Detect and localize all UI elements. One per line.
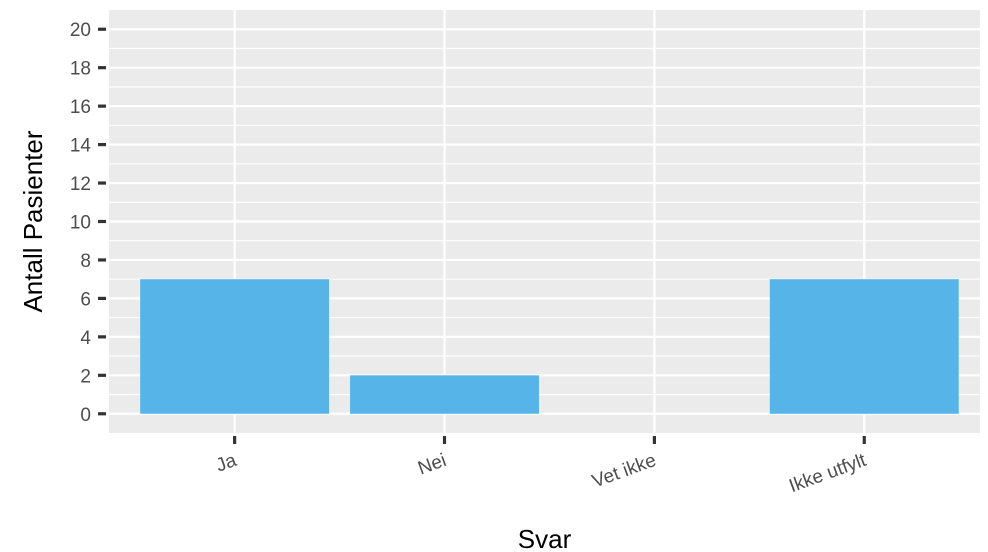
y-tick-label: 20: [70, 20, 91, 41]
x-tick-label: Ja: [213, 450, 239, 477]
bar-ikke-utfylt: [769, 279, 959, 414]
bar-nei: [350, 375, 539, 414]
y-tick-label: 18: [70, 59, 91, 80]
y-tick-label: 2: [80, 366, 91, 387]
bars: [140, 279, 959, 414]
y-tick-label: 4: [80, 328, 91, 349]
x-axis: Ja Nei Vet ikke Ikke utfylt: [213, 436, 870, 497]
x-axis-title: Svar: [518, 524, 572, 552]
y-tick-label: 0: [80, 405, 91, 426]
y-axis: 0 2 4 6 8 10 12 14 16 18 20: [70, 20, 106, 426]
y-tick-label: 10: [70, 213, 91, 234]
x-tick-label: Ikke utfylt: [786, 450, 869, 497]
y-tick-label: 14: [70, 136, 92, 157]
x-tick-label: Vet ikke: [589, 450, 659, 492]
x-tick-label: Nei: [415, 450, 449, 479]
y-tick-label: 6: [80, 289, 91, 310]
y-tick-label: 16: [70, 97, 91, 118]
y-tick-label: 12: [70, 174, 91, 195]
y-axis-title: Antall Pasienter: [18, 130, 48, 312]
y-tick-label: 8: [80, 251, 91, 272]
bar-ja: [140, 279, 330, 414]
